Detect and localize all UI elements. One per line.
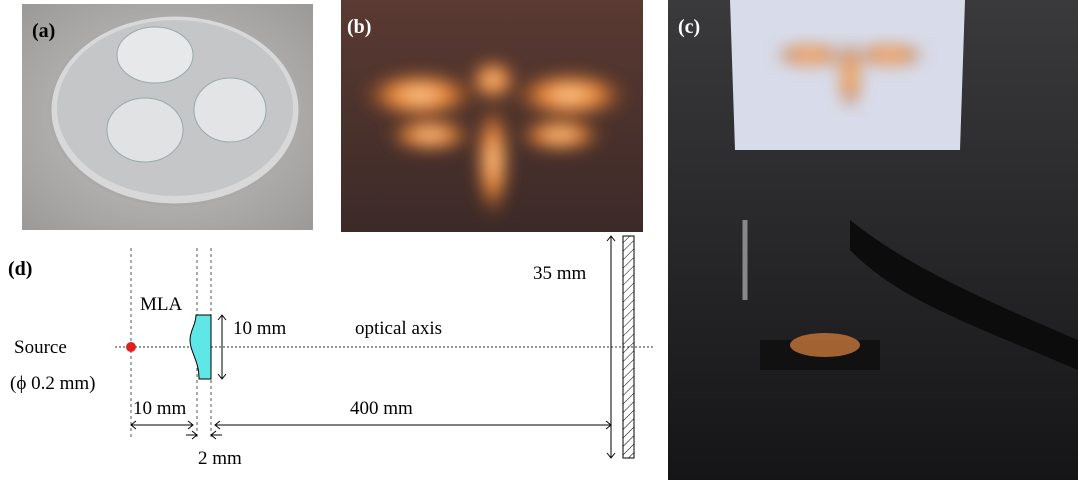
panel-label: (a) [32,20,55,42]
panel-label: (d) [8,258,32,280]
photo-c: (c) [668,0,1078,480]
lens-to-screen: 400 mm [350,398,413,419]
screen [623,236,634,458]
panel-label: (c) [678,16,700,38]
dimension-arrow [131,421,193,429]
photo-a: (a) [22,4,313,230]
source-point [126,342,136,352]
figure: (a) (b) (c) (d) [0,0,1078,480]
source-label: Source [14,337,67,358]
dimension-arrow [186,431,222,439]
source-to-lens: 10 mm [133,398,187,419]
screen-height: 35 mm [533,263,587,284]
photo-b: (b) [341,0,643,232]
lens-thickness: 2 mm [198,448,242,469]
lens-label: MLA [140,294,183,315]
dimension-arrow [215,421,611,429]
axis-label: optical axis [355,318,442,339]
diagram: (d) MLA 10 mm optical axis Source (ϕ 0.2… [8,236,655,469]
panel-label: (b) [347,16,371,38]
lens [190,315,211,379]
lens-height: 10 mm [233,318,287,339]
source-size: (ϕ 0.2 mm) [10,373,95,394]
